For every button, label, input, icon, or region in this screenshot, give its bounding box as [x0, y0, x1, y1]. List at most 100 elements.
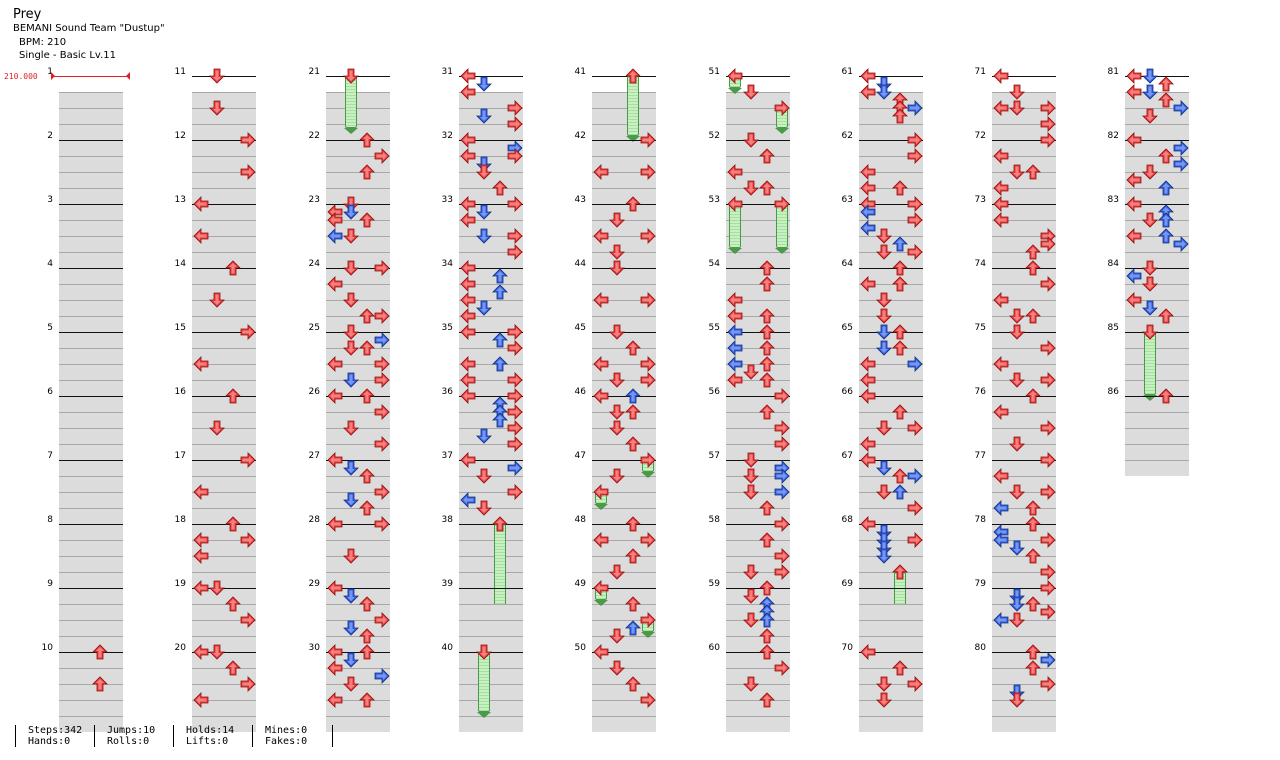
beat-band	[59, 508, 123, 524]
left-arrow-icon	[993, 292, 1009, 308]
stat-holds: Holds:14	[186, 725, 235, 736]
measure-number: 40	[441, 643, 453, 653]
up-arrow-icon	[759, 500, 775, 516]
up-arrow-icon	[92, 676, 108, 692]
hold-end-icon	[344, 128, 358, 134]
left-arrow-icon	[193, 484, 209, 500]
right-arrow-icon	[1040, 452, 1056, 468]
stat-rolls: Rolls:0	[107, 736, 150, 747]
left-arrow-icon	[327, 692, 343, 708]
up-arrow-icon	[625, 340, 641, 356]
right-arrow-icon	[907, 244, 923, 260]
measure-number: 63	[841, 195, 853, 205]
measure-number: 47	[574, 451, 586, 461]
beat-band	[59, 412, 123, 428]
left-arrow-icon	[460, 276, 476, 292]
beat-band	[59, 316, 123, 332]
left-arrow-icon	[993, 196, 1009, 212]
down-arrow-icon	[476, 644, 492, 660]
measure-number: 50	[574, 643, 586, 653]
right-arrow-icon	[907, 148, 923, 164]
beat-band	[459, 684, 523, 700]
measure-line	[726, 204, 790, 205]
beat-band	[859, 156, 923, 172]
down-arrow-icon	[743, 484, 759, 500]
down-arrow-icon	[1009, 484, 1025, 500]
measure-line	[592, 396, 656, 397]
measure-number: 22	[308, 131, 320, 141]
down-arrow-icon	[343, 228, 359, 244]
beat-band	[992, 220, 1056, 236]
measure-number: 10	[41, 643, 53, 653]
song-bpm: BPM: 210	[19, 37, 67, 48]
left-arrow-icon	[727, 324, 743, 340]
up-arrow-icon	[759, 260, 775, 276]
measure-number: 66	[841, 387, 853, 397]
beat-band	[326, 364, 390, 380]
measure-line	[726, 76, 790, 77]
beat-band	[459, 220, 523, 236]
song-artist: BEMANI Sound Team "Dustup"	[13, 23, 165, 34]
beat-band	[192, 604, 256, 620]
down-arrow-icon	[876, 292, 892, 308]
right-arrow-icon	[240, 532, 256, 548]
beat-band	[992, 716, 1056, 732]
beat-band	[726, 108, 790, 124]
measure-line	[592, 76, 656, 77]
measure-line	[592, 140, 656, 141]
measure-number: 59	[708, 579, 720, 589]
beat-band	[859, 380, 923, 396]
beat-band	[59, 540, 123, 556]
beat-band	[592, 684, 656, 700]
down-arrow-icon	[1009, 164, 1025, 180]
beat-band	[859, 284, 923, 300]
left-arrow-icon	[460, 132, 476, 148]
left-arrow-icon	[460, 196, 476, 212]
measure-number: 33	[441, 195, 453, 205]
up-arrow-icon	[359, 468, 375, 484]
left-arrow-icon	[1126, 68, 1142, 84]
measure-number: 7	[47, 451, 53, 461]
beat-band	[326, 700, 390, 716]
down-arrow-icon	[476, 468, 492, 484]
beat-band	[726, 268, 790, 284]
left-arrow-icon	[860, 220, 876, 236]
beat-band	[59, 588, 123, 604]
beat-band	[459, 92, 523, 108]
beat-band	[592, 556, 656, 572]
left-arrow-icon	[460, 68, 476, 84]
down-arrow-icon	[476, 228, 492, 244]
down-arrow-icon	[1009, 692, 1025, 708]
beat-band	[326, 156, 390, 172]
down-arrow-icon	[343, 340, 359, 356]
measure-number: 24	[308, 259, 320, 269]
right-arrow-icon	[374, 372, 390, 388]
measure-number: 15	[174, 323, 186, 333]
left-arrow-icon	[460, 292, 476, 308]
right-arrow-icon	[374, 332, 390, 348]
beat-band	[459, 444, 523, 460]
measure-line	[992, 268, 1056, 269]
measure-number: 68	[841, 515, 853, 525]
measure-number: 3	[47, 195, 53, 205]
beat-band	[192, 668, 256, 684]
stat-group-mines: Mines:0 Fakes:0	[252, 725, 333, 747]
measure-line	[326, 396, 390, 397]
left-arrow-icon	[193, 548, 209, 564]
left-arrow-icon	[193, 580, 209, 596]
down-arrow-icon	[209, 292, 225, 308]
beat-band	[326, 572, 390, 588]
beat-band	[459, 700, 523, 716]
up-arrow-icon	[1158, 388, 1174, 404]
stat-steps: Steps:342	[28, 725, 83, 736]
beat-band	[592, 620, 656, 636]
beat-band	[859, 124, 923, 140]
left-arrow-icon	[460, 388, 476, 404]
up-arrow-icon	[1158, 180, 1174, 196]
left-arrow-icon	[460, 452, 476, 468]
beat-band	[192, 252, 256, 268]
up-arrow-icon	[1025, 500, 1041, 516]
beat-band	[1125, 412, 1189, 428]
left-arrow-icon	[727, 308, 743, 324]
measure-line	[192, 396, 256, 397]
